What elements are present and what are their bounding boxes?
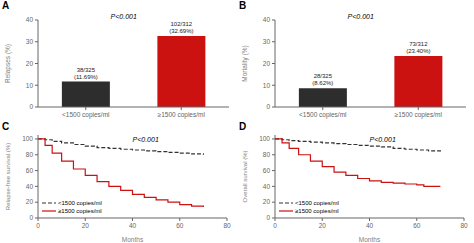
svg-text:40: 40 (263, 183, 271, 190)
svg-text:20: 20 (263, 60, 271, 67)
svg-text:10: 10 (263, 82, 271, 89)
svg-text:60: 60 (26, 167, 34, 174)
svg-text:100: 100 (259, 135, 270, 142)
svg-text:0: 0 (266, 214, 270, 221)
svg-text:0: 0 (29, 103, 33, 110)
svg-text:Months: Months (359, 236, 381, 243)
html-text:A: A (2, 0, 10, 11)
svg-text:≥1500 copies/ml: ≥1500 copies/ml (158, 111, 206, 119)
svg-text:Overall survival (%): Overall survival (%) (242, 150, 248, 202)
svg-text:40: 40 (129, 222, 137, 229)
html-text:B: B (239, 0, 247, 11)
html-text:C: C (2, 121, 10, 132)
svg-text:0: 0 (29, 214, 33, 221)
svg-text:20: 20 (82, 222, 90, 229)
svg-text:60: 60 (413, 222, 421, 229)
svg-text:40: 40 (366, 222, 374, 229)
svg-text:80: 80 (263, 151, 271, 158)
svg-text:80: 80 (460, 222, 466, 229)
svg-text:60: 60 (263, 167, 271, 174)
svg-text:30: 30 (263, 38, 271, 45)
html-text:≥1500 copies/ml: ≥1500 copies/ml (295, 208, 339, 214)
svg-text:28/325(8.62%): 28/325(8.62%) (312, 73, 333, 86)
svg-text:10: 10 (26, 82, 34, 89)
svg-text:≥1500 copies/ml: ≥1500 copies/ml (395, 111, 443, 119)
svg-text:20: 20 (263, 198, 271, 205)
svg-text:0: 0 (36, 222, 40, 229)
svg-text:20: 20 (26, 198, 34, 205)
svg-text:80: 80 (26, 151, 34, 158)
svg-text:20: 20 (26, 60, 34, 67)
svg-text:73/312(23.40%): 73/312(23.40%) (406, 41, 430, 54)
svg-text:40: 40 (26, 16, 34, 23)
svg-text:Mortality (%): Mortality (%) (241, 45, 249, 81)
svg-text:0: 0 (266, 103, 270, 110)
html-text:P<0.001: P<0.001 (347, 13, 374, 20)
svg-text:20: 20 (319, 222, 327, 229)
html-text:<1500 copies/ml: <1500 copies/ml (58, 200, 102, 206)
svg-text:<1500 copies/ml: <1500 copies/ml (62, 111, 110, 119)
html-text:P<0.001: P<0.001 (132, 136, 159, 143)
html-text:≥1500 copies/ml: ≥1500 copies/ml (58, 208, 102, 214)
svg-text:60: 60 (176, 222, 184, 229)
svg-text:0: 0 (273, 222, 277, 229)
svg-text:30: 30 (26, 38, 34, 45)
svg-text:40: 40 (263, 16, 271, 23)
html-text:D: D (239, 121, 247, 132)
svg-text:102/312(32.69%): 102/312(32.69%) (169, 21, 193, 34)
html-text:P<0.001: P<0.001 (369, 136, 396, 143)
svg-text:100: 100 (22, 135, 33, 142)
svg-text:38/325(11.69%): 38/325(11.69%) (74, 67, 98, 80)
svg-text:40: 40 (26, 183, 34, 190)
html-text:P<0.001: P<0.001 (110, 13, 137, 20)
svg-text:<1500 copies/ml: <1500 copies/ml (299, 111, 347, 119)
html-text:<1500 copies/ml: <1500 copies/ml (295, 200, 339, 206)
svg-text:Relapses (%): Relapses (%) (8, 44, 12, 83)
svg-text:Months: Months (122, 236, 144, 243)
svg-text:Relapse-free survival (%): Relapse-free survival (%) (8, 143, 11, 210)
svg-text:80: 80 (223, 222, 231, 229)
